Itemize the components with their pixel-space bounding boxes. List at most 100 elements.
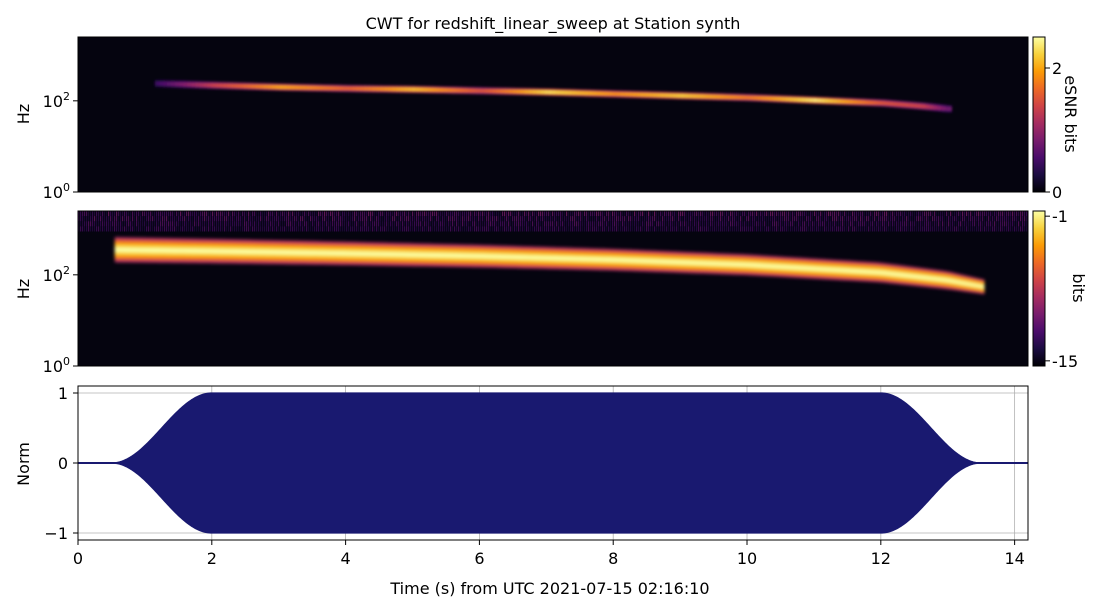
noise-cell xyxy=(404,216,406,222)
noise-cell xyxy=(294,226,296,232)
noise-cell xyxy=(252,226,254,232)
noise-cell xyxy=(398,226,400,232)
noise-cell xyxy=(204,226,206,232)
noise-cell xyxy=(618,226,620,232)
noise-cell xyxy=(314,226,316,232)
x-tick-label: 0 xyxy=(73,549,83,568)
x-tick-label: 14 xyxy=(1004,549,1024,568)
noise-cell xyxy=(256,211,258,217)
noise-cell xyxy=(672,216,674,222)
noise-cell xyxy=(376,216,378,222)
noise-cell xyxy=(336,216,338,222)
noise-cell xyxy=(676,226,678,232)
noise-cell xyxy=(412,221,414,227)
noise-cell xyxy=(558,216,560,222)
noise-cell xyxy=(308,226,310,232)
noise-cell xyxy=(390,216,392,222)
noise-cell xyxy=(916,226,918,232)
noise-cell xyxy=(540,221,542,227)
noise-cell xyxy=(624,216,626,222)
noise-cell xyxy=(92,221,94,227)
noise-cell xyxy=(802,216,804,222)
noise-cell xyxy=(106,216,108,222)
noise-cell xyxy=(548,216,550,222)
noise-cell xyxy=(1018,221,1020,227)
noise-cell xyxy=(958,221,960,227)
noise-cell xyxy=(404,226,406,232)
noise-cell xyxy=(78,216,80,222)
noise-cell xyxy=(664,226,666,232)
noise-cell xyxy=(422,211,424,217)
noise-cell xyxy=(630,221,632,227)
noise-cell xyxy=(840,221,842,227)
noise-cell xyxy=(322,216,324,222)
noise-cell xyxy=(88,216,90,222)
noise-cell xyxy=(736,226,738,232)
noise-cell xyxy=(376,221,378,227)
noise-cell xyxy=(766,226,768,232)
noise-cell xyxy=(114,216,116,222)
noise-cell xyxy=(210,211,212,217)
noise-cell xyxy=(262,226,264,232)
noise-cell xyxy=(406,211,408,217)
noise-cell xyxy=(954,221,956,227)
noise-cell xyxy=(796,216,798,222)
noise-cell xyxy=(702,216,704,222)
noise-cell xyxy=(388,216,390,222)
noise-cell xyxy=(364,226,366,232)
noise-cell xyxy=(344,216,346,222)
noise-cell xyxy=(504,226,506,232)
noise-cell xyxy=(1004,226,1006,232)
noise-cell xyxy=(502,226,504,232)
noise-cell xyxy=(868,221,870,227)
noise-cell xyxy=(146,211,148,217)
noise-cell xyxy=(714,216,716,222)
noise-cell xyxy=(170,211,172,217)
noise-cell xyxy=(718,216,720,222)
noise-cell xyxy=(122,226,124,232)
noise-cell xyxy=(206,221,208,227)
noise-cell xyxy=(650,211,652,217)
noise-cell xyxy=(1008,216,1010,222)
noise-cell xyxy=(1014,211,1016,217)
noise-cell xyxy=(776,226,778,232)
noise-cell xyxy=(86,226,88,232)
noise-cell xyxy=(784,211,786,217)
noise-cell xyxy=(294,221,296,227)
esnr-cell xyxy=(929,105,936,109)
noise-cell xyxy=(408,221,410,227)
esnr-cell xyxy=(781,97,788,101)
noise-cell xyxy=(586,216,588,222)
noise-cell xyxy=(516,221,518,227)
noise-cell xyxy=(494,226,496,232)
noise-cell xyxy=(608,211,610,217)
noise-cell xyxy=(238,226,240,232)
noise-cell xyxy=(898,221,900,227)
noise-cell xyxy=(966,221,968,227)
noise-cell xyxy=(398,216,400,222)
noise-cell xyxy=(710,226,712,232)
noise-cell xyxy=(252,221,254,227)
power-colorbar-ticks: -1-15 xyxy=(1045,207,1078,371)
esnr-cell xyxy=(644,93,651,97)
esnr-cell xyxy=(688,94,696,98)
noise-cell xyxy=(858,226,860,232)
noise-cell xyxy=(220,226,222,232)
noise-cell xyxy=(946,216,948,222)
noise-cell xyxy=(396,216,398,222)
noise-cell xyxy=(738,216,740,222)
noise-cell xyxy=(818,221,820,227)
noise-cell xyxy=(690,226,692,232)
noise-cell xyxy=(562,216,564,222)
esnr-cell xyxy=(849,100,856,104)
noise-cell xyxy=(384,216,386,222)
esnr-cell xyxy=(170,82,178,86)
noise-cell xyxy=(112,216,114,222)
esnr-cell xyxy=(712,94,720,99)
noise-cell xyxy=(982,226,984,232)
esnr-cell xyxy=(315,86,322,90)
noise-cell xyxy=(102,226,104,232)
noise-cell xyxy=(164,226,166,232)
noise-cell xyxy=(654,221,656,227)
noise-cell xyxy=(88,211,90,217)
